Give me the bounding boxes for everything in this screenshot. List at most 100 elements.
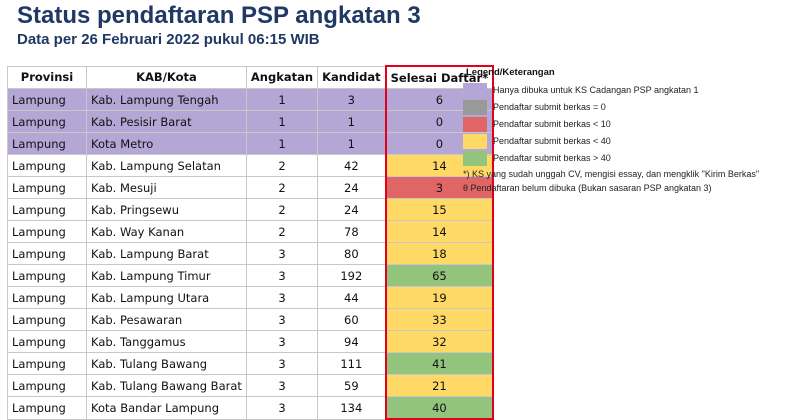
cell-provinsi: Lampung (7, 88, 87, 111)
cell-selesai-daftar: 15 (384, 198, 495, 221)
legend-item: Pendaftar submit berkas < 40 (463, 133, 793, 149)
cell-angkatan: 2 (245, 154, 319, 177)
cell-angkatan: 3 (245, 264, 319, 287)
cell-angkatan: 2 (245, 198, 319, 221)
table-row: Lampung Kab. Lampung Utara 3 44 19 (7, 286, 495, 309)
cell-selesai-daftar: 14 (384, 220, 495, 243)
cell-kandidat: 192 (317, 264, 387, 287)
cell-kab-kota: Kab. Lampung Tengah (86, 88, 247, 111)
cell-kab-kota: Kab. Tulang Bawang Barat (86, 374, 247, 397)
legend-label: Pendaftar submit berkas = 0 (493, 102, 606, 112)
cell-provinsi: Lampung (7, 132, 87, 155)
cell-kandidat: 44 (317, 286, 387, 309)
cell-kab-kota: Kab. Pringsewu (86, 198, 247, 221)
table-row: Lampung Kab. Way Kanan 2 78 14 (7, 220, 495, 243)
cell-selesai-daftar: 18 (384, 242, 495, 265)
cell-kandidat: 59 (317, 374, 387, 397)
column-header-provinsi: Provinsi (7, 65, 87, 89)
cell-angkatan: 3 (245, 330, 319, 353)
legend-label: Hanya dibuka untuk KS Cadangan PSP angka… (493, 85, 699, 95)
cell-kandidat: 3 (317, 88, 387, 111)
cell-kab-kota: Kab. Pesisir Barat (86, 110, 247, 133)
cell-kandidat: 80 (317, 242, 387, 265)
legend-label: Pendaftar submit berkas < 10 (493, 119, 611, 129)
cell-provinsi: Lampung (7, 242, 87, 265)
cell-angkatan: 3 (245, 396, 319, 420)
table-row: Lampung Kab. Pringsewu 2 24 15 (7, 198, 495, 221)
cell-kandidat: 111 (317, 352, 387, 375)
cell-selesai-daftar: 65 (384, 264, 495, 287)
legend-label: Pendaftar submit berkas < 40 (493, 136, 611, 146)
table-row: Lampung Kab. Lampung Selatan 2 42 14 (7, 154, 495, 177)
cell-selesai-daftar: 21 (384, 374, 495, 397)
cell-kab-kota: Kab. Lampung Barat (86, 242, 247, 265)
legend-swatch (463, 82, 487, 98)
table-row: Lampung Kab. Tulang Bawang 3 111 41 (7, 352, 495, 375)
table-body: Lampung Kab. Lampung Tengah 1 3 6 Lampung Kab.… (7, 88, 495, 420)
cell-kandidat: 42 (317, 154, 387, 177)
cell-kab-kota: Kota Bandar Lampung (86, 396, 247, 420)
cell-kandidat: 134 (317, 396, 387, 420)
table-row: Lampung Kab. Tanggamus 3 94 32 (7, 330, 495, 353)
cell-angkatan: 1 (245, 132, 319, 155)
cell-provinsi: Lampung (7, 374, 87, 397)
cell-selesai-daftar: 33 (384, 308, 495, 331)
cell-provinsi: Lampung (7, 396, 87, 420)
cell-provinsi: Lampung (7, 286, 87, 309)
table-row: Lampung Kab. Lampung Barat 3 80 18 (7, 242, 495, 265)
cell-kab-kota: Kab. Tanggamus (86, 330, 247, 353)
cell-provinsi: Lampung (7, 330, 87, 353)
cell-provinsi: Lampung (7, 110, 87, 133)
cell-angkatan: 1 (245, 88, 319, 111)
cell-angkatan: 3 (245, 242, 319, 265)
legend-swatch (463, 116, 487, 132)
cell-provinsi: Lampung (7, 198, 87, 221)
cell-angkatan: 2 (245, 220, 319, 243)
cell-angkatan: 2 (245, 176, 319, 199)
table-row: Lampung Kab. Mesuji 2 24 3 (7, 176, 495, 199)
cell-kandidat: 60 (317, 308, 387, 331)
cell-provinsi: Lampung (7, 154, 87, 177)
cell-kab-kota: Kota Metro (86, 132, 247, 155)
cell-kab-kota: Kab. Pesawaran (86, 308, 247, 331)
legend-item: Pendaftar submit berkas > 40 (463, 150, 793, 166)
cell-kandidat: 24 (317, 198, 387, 221)
table-row: Lampung Kab. Pesawaran 3 60 33 (7, 308, 495, 331)
cell-angkatan: 3 (245, 308, 319, 331)
cell-kab-kota: Kab. Mesuji (86, 176, 247, 199)
legend-note-theta: θ Pendaftaran belum dibuka (Bukan sasara… (463, 183, 712, 193)
cell-selesai-daftar: 32 (384, 330, 495, 353)
table-row: Lampung Kab. Lampung Timur 3 192 65 (7, 264, 495, 287)
legend-items: Hanya dibuka untuk KS Cadangan PSP angka… (463, 82, 793, 166)
cell-kab-kota: Kab. Tulang Bawang (86, 352, 247, 375)
cell-provinsi: Lampung (7, 264, 87, 287)
cell-angkatan: 3 (245, 352, 319, 375)
cell-provinsi: Lampung (7, 352, 87, 375)
cell-kab-kota: Kab. Lampung Utara (86, 286, 247, 309)
cell-kandidat: 1 (317, 110, 387, 133)
legend-swatch (463, 133, 487, 149)
legend-swatch (463, 150, 487, 166)
cell-angkatan: 3 (245, 286, 319, 309)
cell-provinsi: Lampung (7, 220, 87, 243)
cell-kandidat: 1 (317, 132, 387, 155)
cell-angkatan: 3 (245, 374, 319, 397)
table-row: Lampung Kab. Lampung Tengah 1 3 6 (7, 88, 495, 111)
cell-kandidat: 24 (317, 176, 387, 199)
legend-title: Legend/Keterangan (466, 67, 555, 78)
cell-kab-kota: Kab. Lampung Timur (86, 264, 247, 287)
table-row: Lampung Kab. Tulang Bawang Barat 3 59 21 (7, 374, 495, 397)
legend-note-asterisk: *) KS yang sudah unggah CV, mengisi essa… (463, 169, 760, 179)
legend-item: Pendaftar submit berkas = 0 (463, 99, 793, 115)
cell-kandidat: 94 (317, 330, 387, 353)
cell-selesai-daftar: 40 (384, 396, 495, 420)
cell-kab-kota: Kab. Way Kanan (86, 220, 247, 243)
table-row: Lampung Kab. Pesisir Barat 1 1 0 (7, 110, 495, 133)
cell-provinsi: Lampung (7, 308, 87, 331)
table-header-row: Provinsi KAB/Kota Angkatan Kandidat Sele… (7, 65, 495, 89)
column-header-angkatan: Angkatan (245, 65, 319, 89)
cell-angkatan: 1 (245, 110, 319, 133)
cell-selesai-daftar: 19 (384, 286, 495, 309)
cell-provinsi: Lampung (7, 176, 87, 199)
column-header-kandidat: Kandidat (317, 65, 387, 89)
